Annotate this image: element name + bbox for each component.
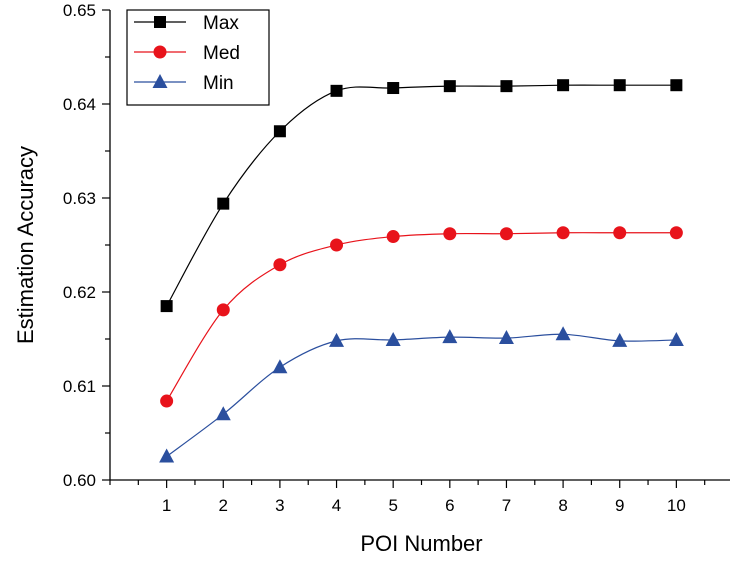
data-point-min bbox=[272, 359, 288, 374]
series-line-med bbox=[166, 232, 677, 402]
data-point-med bbox=[216, 303, 230, 317]
y-tick-label: 0.62 bbox=[63, 283, 96, 302]
x-tick-label: 8 bbox=[558, 496, 567, 515]
data-point-min bbox=[612, 332, 628, 347]
legend-marker-med bbox=[153, 45, 167, 59]
y-tick-label: 0.60 bbox=[63, 471, 96, 490]
data-point-max bbox=[557, 79, 570, 92]
data-point-med bbox=[273, 258, 287, 272]
data-point-med bbox=[499, 227, 513, 241]
data-point-max bbox=[670, 79, 683, 92]
data-point-med bbox=[160, 394, 174, 408]
data-point-min bbox=[555, 326, 571, 341]
legend-marker-min bbox=[152, 74, 168, 88]
data-point-med bbox=[330, 238, 344, 252]
series-line-min bbox=[166, 333, 677, 457]
x-tick-label: 7 bbox=[502, 496, 511, 515]
data-point-min bbox=[385, 331, 401, 346]
x-tick-label: 9 bbox=[615, 496, 624, 515]
x-tick-label: 2 bbox=[219, 496, 228, 515]
axes: 1 2 3 4 5 6 7 8 9 10 0.60 0.61 0.62 0.63 0.64 0.65 bbox=[63, 1, 730, 515]
data-point-max bbox=[500, 80, 513, 93]
data-point-min bbox=[668, 331, 684, 346]
data-point-min bbox=[329, 332, 345, 347]
series-min bbox=[159, 326, 684, 463]
data-point-med bbox=[386, 230, 400, 244]
series-layer bbox=[159, 79, 684, 463]
data-point-max bbox=[613, 79, 626, 92]
data-point-min bbox=[442, 329, 458, 344]
x-tick-label: 3 bbox=[275, 496, 284, 515]
data-point-max bbox=[160, 300, 173, 313]
data-point-max bbox=[330, 84, 343, 97]
legend: Max Med Min bbox=[126, 9, 270, 106]
data-point-max bbox=[273, 125, 286, 138]
y-axis-title: Estimation Accuracy bbox=[13, 146, 38, 344]
data-point-med bbox=[556, 226, 570, 240]
legend-marker-max bbox=[154, 16, 166, 28]
data-point-min bbox=[215, 406, 231, 421]
legend-label-min: Min bbox=[203, 73, 234, 94]
series-line-max bbox=[166, 84, 677, 307]
y-tick-label: 0.65 bbox=[63, 1, 96, 20]
x-tick-label: 4 bbox=[332, 496, 341, 515]
y-tick-label: 0.64 bbox=[63, 95, 96, 114]
data-point-max bbox=[443, 80, 456, 93]
series-med bbox=[160, 226, 683, 408]
data-point-med bbox=[669, 226, 683, 240]
data-point-max bbox=[387, 82, 400, 95]
x-tick-label: 10 bbox=[667, 496, 686, 515]
series-max bbox=[160, 79, 683, 313]
x-tick-label: 6 bbox=[445, 496, 454, 515]
y-tick-label: 0.61 bbox=[63, 377, 96, 396]
data-point-min bbox=[498, 330, 514, 345]
legend-label-med: Med bbox=[203, 43, 240, 64]
data-point-med bbox=[443, 227, 457, 241]
legend-box bbox=[126, 9, 270, 106]
x-axis-title: POI Number bbox=[360, 531, 482, 556]
data-point-max bbox=[217, 197, 230, 210]
y-tick-label: 0.63 bbox=[63, 189, 96, 208]
data-point-med bbox=[613, 226, 627, 240]
x-tick-label: 1 bbox=[162, 496, 171, 515]
data-point-min bbox=[159, 448, 175, 463]
x-tick-label: 5 bbox=[388, 496, 397, 515]
legend-label-max: Max bbox=[203, 13, 239, 34]
